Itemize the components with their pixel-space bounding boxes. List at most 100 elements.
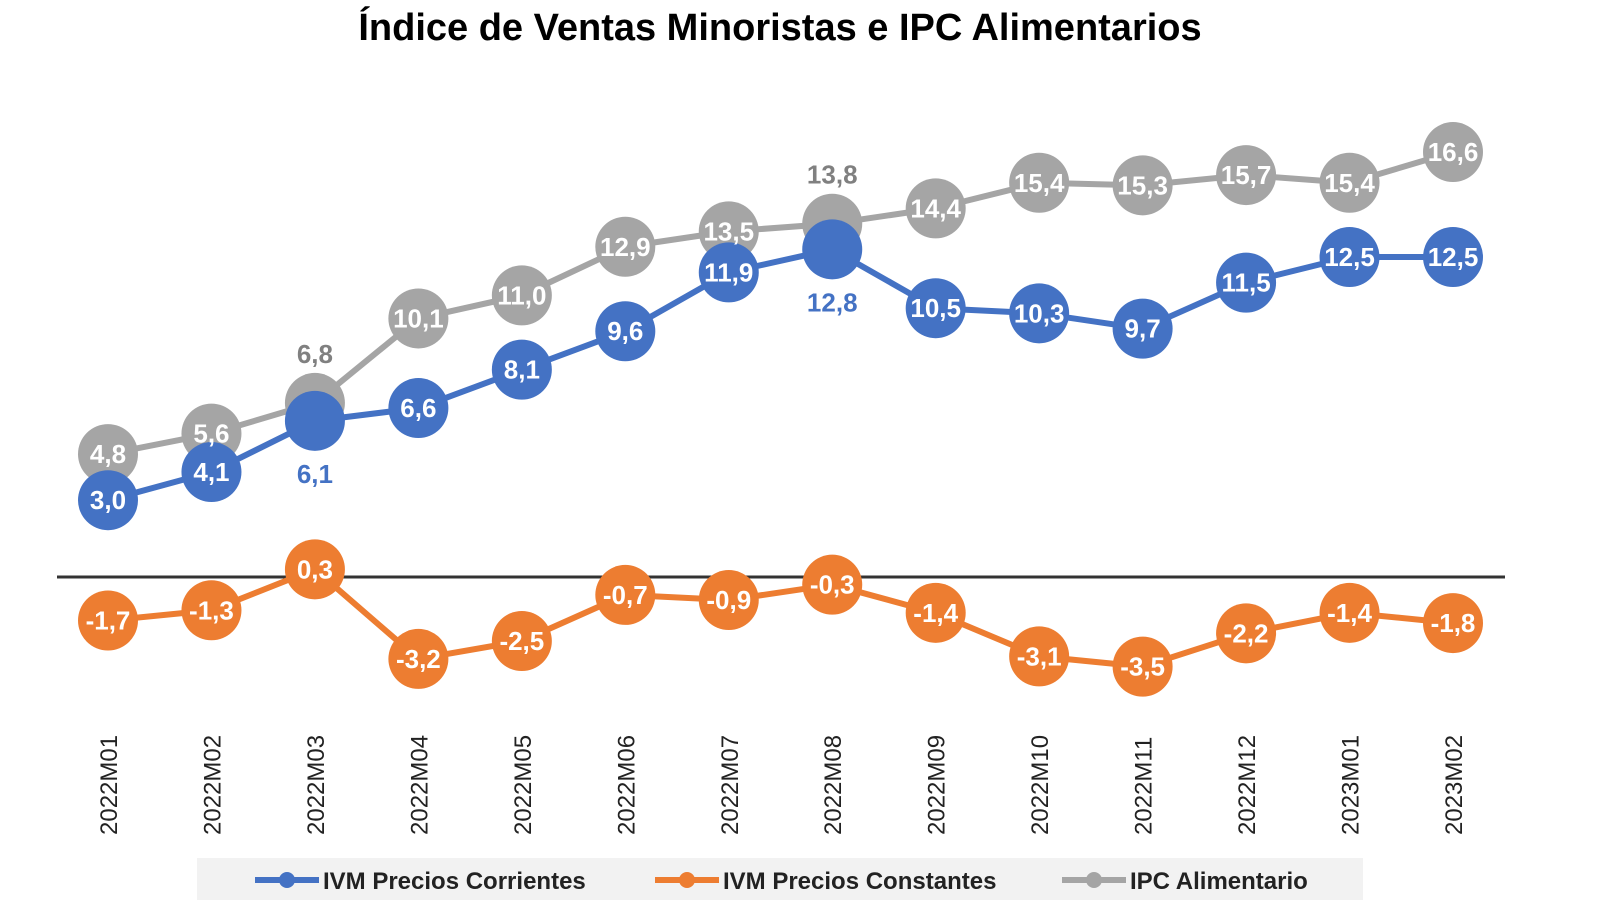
data-label: 13,5 xyxy=(703,216,754,246)
data-label: 12,5 xyxy=(1428,242,1479,272)
series-ivm-precios-corrientes xyxy=(78,219,1483,531)
series-ivm-precios-constantes xyxy=(78,539,1483,697)
data-label: -0,3 xyxy=(810,570,855,600)
data-label: -1,3 xyxy=(189,595,234,625)
data-point xyxy=(1009,152,1070,213)
data-label: 16,6 xyxy=(1428,137,1479,167)
legend-marker xyxy=(679,872,695,888)
data-label: 12,5 xyxy=(1324,242,1375,272)
chart-title: Índice de Ventas Minoristas e IPC Alimen… xyxy=(358,5,1201,49)
x-tick-label: 2022M01 xyxy=(96,735,123,835)
data-point xyxy=(1319,582,1380,643)
x-tick-label: 2022M10 xyxy=(1027,735,1054,835)
data-point xyxy=(802,554,863,615)
data-point xyxy=(1423,227,1483,287)
data-label: -1,4 xyxy=(1327,598,1372,628)
data-point xyxy=(1009,283,1070,344)
data-point xyxy=(1216,252,1277,313)
data-point xyxy=(388,288,449,349)
data-point xyxy=(1423,122,1483,183)
data-point xyxy=(181,442,242,503)
data-label: 15,4 xyxy=(1014,168,1065,198)
data-label: 12,9 xyxy=(600,232,651,262)
data-label: 14,4 xyxy=(910,193,961,223)
x-tick-label: 2022M09 xyxy=(924,735,951,835)
data-label: 12,8 xyxy=(807,287,858,317)
data-label: -3,5 xyxy=(1120,652,1165,682)
data-label: -2,5 xyxy=(499,626,544,656)
data-label: 10,1 xyxy=(393,303,444,333)
data-label: 10,3 xyxy=(1014,298,1065,328)
data-label: -2,2 xyxy=(1224,618,1269,648)
data-label: 9,7 xyxy=(1125,314,1161,344)
data-point xyxy=(1009,626,1070,687)
data-label: 11,9 xyxy=(704,257,753,287)
data-label: 6,1 xyxy=(297,459,333,489)
legend-label: IPC Alimentario xyxy=(1130,868,1308,895)
data-point xyxy=(905,178,966,239)
legend-marker xyxy=(1086,872,1102,888)
data-point xyxy=(1319,152,1380,213)
data-label: 9,6 xyxy=(607,316,643,346)
data-point xyxy=(491,611,552,671)
data-label: 4,1 xyxy=(193,457,229,487)
data-label: -3,2 xyxy=(396,644,441,674)
x-tick-label: 2022M06 xyxy=(613,735,640,835)
data-label: 5,6 xyxy=(193,419,229,449)
data-point xyxy=(595,301,656,362)
data-label: -3,1 xyxy=(1017,641,1062,671)
x-tick-label: 2022M05 xyxy=(510,735,537,835)
x-tick-label: 2022M08 xyxy=(820,735,847,835)
data-point xyxy=(284,539,345,600)
legend-box xyxy=(197,858,1363,900)
data-point xyxy=(1112,155,1173,216)
data-label: 4,8 xyxy=(90,439,126,469)
x-tick-label: 2022M04 xyxy=(406,735,433,835)
data-label: 6,6 xyxy=(400,393,436,423)
x-tick-label: 2023M01 xyxy=(1338,735,1365,835)
x-tick-label: 2022M11 xyxy=(1131,737,1158,835)
data-label: 11,5 xyxy=(1221,268,1270,298)
data-label: -1,8 xyxy=(1431,608,1476,638)
data-point xyxy=(1112,298,1173,359)
data-label: -0,9 xyxy=(706,585,751,615)
data-point xyxy=(491,339,552,400)
x-tick-label: 2022M03 xyxy=(303,735,330,835)
data-point xyxy=(491,265,552,326)
data-point xyxy=(284,390,345,451)
data-label: -0,7 xyxy=(603,580,648,610)
x-tick-label: 2022M12 xyxy=(1234,735,1261,835)
data-label: 13,8 xyxy=(807,160,858,190)
data-label: 15,3 xyxy=(1117,170,1168,200)
data-point xyxy=(1319,227,1380,287)
data-labels: 4,8 5,6 6,8 10,1 11,0 12,9 13,5 13,8 14,4 15,4 15,… xyxy=(86,137,1479,682)
data-point xyxy=(905,582,966,643)
legend-label: IVM Precios Corrientes xyxy=(323,868,586,895)
data-point xyxy=(1216,145,1277,206)
data-point xyxy=(698,570,759,631)
data-point xyxy=(595,564,656,625)
data-point xyxy=(905,278,966,339)
data-label: -1,7 xyxy=(86,606,131,636)
x-tick-label: 2023M02 xyxy=(1441,735,1468,835)
data-point xyxy=(388,378,449,439)
data-point xyxy=(698,242,759,303)
data-point xyxy=(802,219,863,280)
data-label: 6,8 xyxy=(297,339,333,369)
data-label: 8,1 xyxy=(504,355,540,385)
data-point xyxy=(181,580,242,641)
data-point xyxy=(1216,603,1277,664)
data-label: 3,0 xyxy=(90,485,126,515)
data-point xyxy=(1423,593,1483,654)
data-label: -1,4 xyxy=(913,598,958,628)
data-point xyxy=(595,216,656,277)
data-point xyxy=(78,424,138,485)
data-label: 0,3 xyxy=(297,554,333,584)
data-label: 11,0 xyxy=(497,280,546,310)
data-point xyxy=(1112,636,1173,697)
legend-marker xyxy=(279,872,295,888)
legend-label: IVM Precios Constantes xyxy=(723,868,996,895)
data-label: 10,5 xyxy=(910,293,961,323)
data-point xyxy=(78,470,138,531)
